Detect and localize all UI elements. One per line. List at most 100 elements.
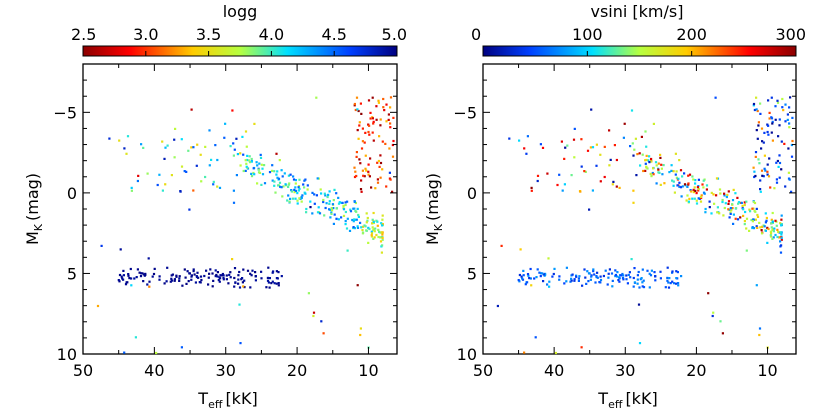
scatter-point: [761, 174, 764, 177]
scatter-point: [766, 130, 769, 134]
scatter-point: [216, 275, 219, 278]
scatter-point: [212, 180, 215, 183]
scatter-point: [275, 270, 278, 273]
scatter-point: [539, 143, 542, 146]
scatter-point: [329, 208, 332, 211]
scatter-point: [183, 170, 186, 173]
scatter-point: [359, 221, 362, 224]
scatter-point: [357, 215, 360, 218]
scatter-point: [761, 140, 764, 143]
scatter-point: [378, 165, 381, 168]
scatter-point: [666, 266, 669, 269]
scatter-point: [267, 266, 270, 269]
scatter-point: [692, 178, 695, 181]
scatter-point: [628, 271, 631, 274]
scatter-point: [232, 189, 235, 192]
scatter-point: [566, 144, 569, 147]
scatter-point: [535, 276, 538, 279]
scatter-point: [359, 102, 362, 105]
scatter-point: [681, 185, 684, 188]
scatter-point: [389, 106, 392, 109]
scatter-point: [766, 226, 769, 229]
scatter-point: [179, 190, 182, 193]
scatter-point: [263, 164, 266, 167]
scatter-point: [294, 186, 297, 189]
scatter-point: [332, 222, 335, 225]
scatter-point: [716, 211, 719, 214]
scatter-point: [260, 270, 263, 273]
scatter-point: [332, 207, 335, 210]
scatter-point: [248, 155, 251, 158]
scatter-point: [625, 278, 628, 281]
scatter-point: [303, 179, 306, 182]
scatter-point: [355, 155, 358, 158]
scatter-point: [260, 163, 263, 166]
scatter-point: [382, 97, 385, 101]
scatter-point: [323, 192, 326, 195]
scatter-point: [680, 195, 683, 198]
scatter-point: [712, 311, 715, 314]
panel-vsini: vsini [km/s] 0 100 200 300 50 40 30 20 10 −5 0 5 10…: [423, 2, 806, 411]
scatter-point: [701, 183, 704, 186]
scatter-point: [526, 135, 529, 138]
scatter-point: [284, 183, 287, 186]
scatter-point: [586, 149, 590, 152]
scatter-point: [731, 199, 735, 202]
scatter-point: [570, 277, 573, 280]
scatter-point: [657, 168, 660, 171]
scatter-point: [356, 108, 359, 111]
scatter-point: [123, 147, 126, 150]
scatter-point: [242, 169, 245, 173]
scatter-point: [759, 188, 762, 191]
scatter-point: [117, 279, 120, 282]
scatter-point: [228, 273, 231, 276]
scatter-point: [714, 96, 717, 99]
scatter-point: [670, 169, 673, 172]
scatter-point: [369, 111, 372, 114]
scatter-point: [637, 270, 640, 274]
scatter-point: [379, 124, 382, 127]
scatter-point: [234, 281, 237, 284]
scatter-point: [346, 200, 349, 203]
scatter-point: [766, 170, 769, 173]
scatter-point: [756, 137, 759, 140]
scatter-point: [590, 108, 593, 111]
y-tick-label: 10: [57, 345, 77, 364]
scatter-point: [151, 275, 154, 278]
scatter-point: [212, 279, 215, 282]
scatter-point: [727, 190, 730, 193]
scatter-point: [313, 193, 316, 196]
scatter-point: [763, 225, 766, 228]
scatter-point: [633, 267, 636, 270]
scatter-point: [333, 213, 336, 216]
scatter-point: [662, 164, 665, 167]
scatter-point: [359, 333, 362, 337]
scatter-point: [381, 244, 384, 247]
scatter-point: [255, 161, 258, 164]
scatter-point: [257, 168, 261, 171]
scatter-point: [791, 116, 794, 119]
scatter-point: [674, 152, 677, 155]
scatter-point: [641, 285, 644, 288]
scatter-point: [636, 278, 639, 281]
scatter-point: [763, 154, 766, 157]
scatter-point: [695, 199, 698, 202]
scatter-point: [757, 121, 760, 124]
scatter-point: [517, 279, 520, 282]
scatter-point: [768, 117, 771, 120]
scatter-point: [174, 127, 177, 130]
scatter-point: [659, 277, 662, 280]
scatter-point: [192, 189, 195, 192]
scatter-point: [381, 214, 384, 217]
scatter-point: [278, 181, 282, 184]
scatter-point: [700, 194, 703, 197]
scatter-point: [273, 170, 276, 173]
scatter-point: [379, 118, 382, 121]
scatter-point: [521, 277, 524, 280]
scatter-point: [364, 154, 367, 157]
scatter-point: [225, 274, 228, 277]
scatter-point: [344, 220, 347, 223]
scatter-point: [342, 214, 346, 217]
scatter-point: [387, 113, 390, 116]
scatter-point: [196, 143, 199, 146]
